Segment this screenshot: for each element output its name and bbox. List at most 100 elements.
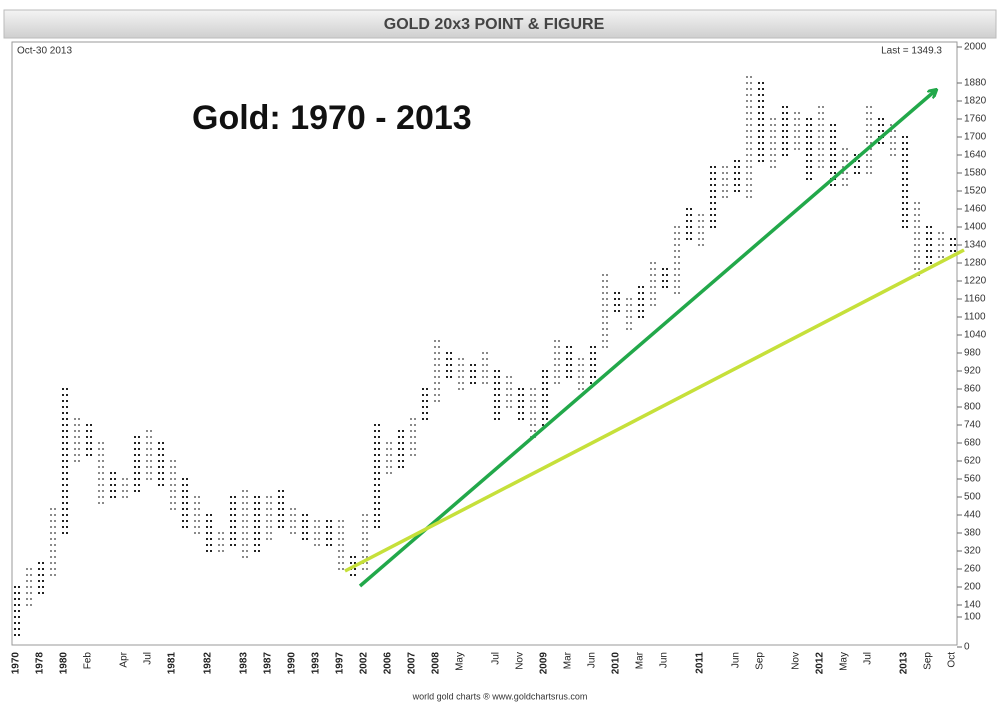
pf-box (906, 178, 908, 180)
pf-box (870, 142, 872, 144)
pf-box (74, 442, 76, 444)
pf-column (50, 508, 56, 576)
pf-box (114, 484, 116, 486)
pf-box (810, 142, 812, 144)
pf-box (602, 304, 604, 306)
pf-box (150, 472, 152, 474)
pf-box (146, 430, 148, 432)
pf-box (366, 532, 368, 534)
pf-box (890, 154, 892, 156)
pf-box (374, 484, 376, 486)
pf-box (230, 520, 232, 522)
pf-box (42, 580, 44, 582)
pf-box (438, 388, 440, 390)
pf-box (698, 214, 700, 216)
pf-box (362, 544, 364, 546)
pf-box (906, 220, 908, 222)
pf-box (14, 586, 16, 588)
pf-box (702, 232, 704, 234)
pf-box (786, 142, 788, 144)
pf-box (926, 238, 928, 240)
pf-box (230, 502, 232, 504)
pf-box (62, 424, 64, 426)
pf-box (134, 466, 136, 468)
pf-box (878, 118, 880, 120)
pf-box (138, 490, 140, 492)
pf-box (654, 292, 656, 294)
pf-box (750, 112, 752, 114)
pf-box (446, 352, 448, 354)
pf-box (170, 502, 172, 504)
pf-box (546, 376, 548, 378)
x-tick-label: 2007 (407, 652, 418, 675)
pf-box (750, 88, 752, 90)
pf-box (402, 436, 404, 438)
pf-box (522, 418, 524, 420)
y-tick-label: 1520 (964, 186, 987, 197)
pf-box (50, 508, 52, 510)
pf-box (926, 232, 928, 234)
pf-box (66, 526, 68, 528)
pf-box (410, 418, 412, 420)
pf-box (858, 166, 860, 168)
pf-box (510, 388, 512, 390)
pf-box (746, 148, 748, 150)
pf-box (602, 280, 604, 282)
pf-box (198, 532, 200, 534)
pf-box (578, 388, 580, 390)
pf-box (810, 130, 812, 132)
pf-box (546, 412, 548, 414)
pf-box (50, 568, 52, 570)
pf-box (174, 496, 176, 498)
pf-box (798, 124, 800, 126)
pf-box (78, 436, 80, 438)
pf-box (258, 496, 260, 498)
pf-box (654, 280, 656, 282)
pf-box (446, 370, 448, 372)
pf-box (510, 400, 512, 402)
pf-box (554, 352, 556, 354)
pf-box (78, 442, 80, 444)
pf-box (890, 124, 892, 126)
pf-box (690, 226, 692, 228)
pf-box (138, 436, 140, 438)
pf-box (714, 172, 716, 174)
pf-box (762, 100, 764, 102)
pf-box (734, 184, 736, 186)
pf-box (62, 502, 64, 504)
pf-box (138, 460, 140, 462)
pf-box (818, 160, 820, 162)
pf-box (30, 586, 32, 588)
pf-box (830, 148, 832, 150)
pf-box (206, 526, 208, 528)
x-tick-label: Jul (143, 652, 154, 665)
pf-box (914, 202, 916, 204)
pf-box (906, 190, 908, 192)
pf-box (414, 424, 416, 426)
y-tick-label: 0 (964, 642, 970, 653)
pf-box (194, 502, 196, 504)
y-tick-label: 1160 (964, 294, 986, 305)
pf-box (578, 358, 580, 360)
pf-box (362, 538, 364, 540)
pf-box (806, 172, 808, 174)
pf-box (642, 310, 644, 312)
pf-box (902, 148, 904, 150)
pf-box (854, 172, 856, 174)
pf-box (398, 448, 400, 450)
pf-box (570, 358, 572, 360)
pf-column (326, 520, 332, 546)
pf-box (66, 460, 68, 462)
pf-box (698, 232, 700, 234)
pf-box (378, 448, 380, 450)
pf-box (762, 94, 764, 96)
pf-box (650, 292, 652, 294)
pf-box (830, 130, 832, 132)
pf-box (710, 220, 712, 222)
pf-box (14, 604, 16, 606)
pf-box (326, 544, 328, 546)
pf-box (546, 418, 548, 420)
pf-box (750, 106, 752, 108)
pf-box (54, 526, 56, 528)
x-tick-label: 2011 (695, 652, 706, 674)
